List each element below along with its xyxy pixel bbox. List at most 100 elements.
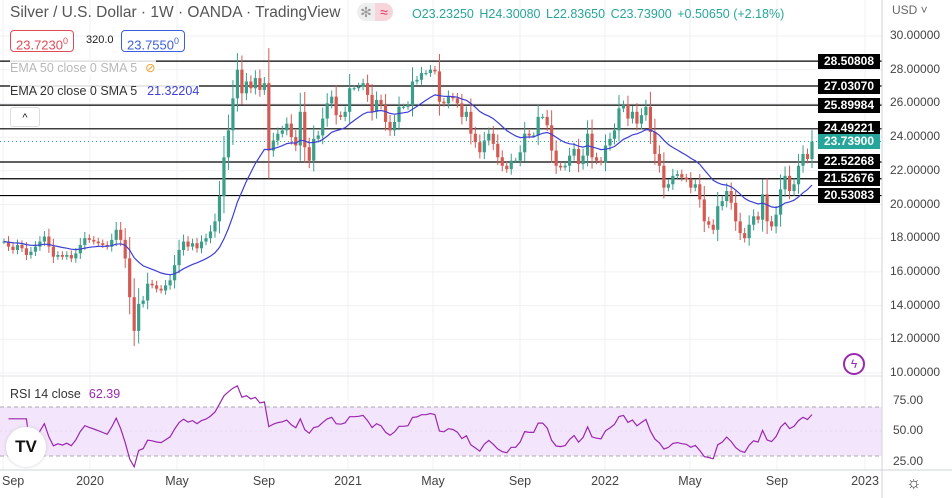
candle-body bbox=[177, 249, 181, 266]
candle-body bbox=[648, 106, 652, 133]
candle-body bbox=[568, 155, 572, 166]
candle-body bbox=[244, 81, 248, 94]
candle-body bbox=[38, 241, 42, 247]
candle-body bbox=[617, 108, 621, 131]
candle-body bbox=[316, 135, 320, 139]
candle-body bbox=[707, 221, 711, 225]
time-tick-label: 2023 bbox=[851, 474, 879, 488]
time-tick-label: 2022 bbox=[591, 474, 619, 488]
candle-body bbox=[271, 140, 275, 151]
candle-body bbox=[491, 133, 495, 144]
change-value: +0.50650 (+2.18%) bbox=[677, 7, 785, 21]
level-price-label[interactable]: 25.89984 bbox=[818, 97, 880, 113]
candle-body bbox=[114, 229, 118, 240]
time-tick-label: 2020 bbox=[76, 474, 104, 488]
candle-body bbox=[599, 160, 603, 163]
candle-body bbox=[684, 177, 688, 180]
candle-body bbox=[303, 111, 307, 148]
ohlc-readout: O23.23250 H24.30080 L22.83650 C23.73900 … bbox=[412, 7, 786, 21]
candle-body bbox=[585, 133, 590, 156]
candle-body bbox=[222, 157, 226, 197]
candle-body bbox=[204, 238, 208, 242]
candle-body bbox=[460, 103, 464, 117]
candle-body bbox=[518, 152, 522, 161]
level-price-label[interactable]: 21.52676 bbox=[818, 171, 880, 187]
candle-body bbox=[392, 121, 397, 131]
price-tick-label: 22.00000 bbox=[890, 162, 941, 177]
candle-body bbox=[428, 69, 433, 74]
time-tick-label: May bbox=[165, 474, 189, 488]
level-price-label[interactable]: 27.03070 bbox=[818, 78, 880, 94]
candle-body bbox=[348, 88, 352, 112]
candles bbox=[2, 48, 814, 347]
candle-body bbox=[653, 132, 657, 154]
sell-price-sup: 0 bbox=[63, 36, 69, 46]
asterisk-icon[interactable]: ✻ bbox=[357, 3, 375, 21]
candle-body bbox=[473, 133, 477, 143]
level-price-label[interactable]: 20.53083 bbox=[818, 188, 880, 204]
candle-body bbox=[514, 160, 518, 162]
candle-body bbox=[810, 141, 814, 160]
rsi-value: 62.39 bbox=[88, 387, 121, 401]
time-tick-label: Sep bbox=[2, 474, 25, 488]
candle-body bbox=[693, 184, 697, 188]
candle-body bbox=[639, 115, 644, 124]
collapse-legend-button[interactable]: ^ bbox=[10, 107, 40, 127]
ema50-label: EMA 50 close 0 SMA 5 bbox=[10, 61, 138, 75]
time-tick-label: Sep bbox=[765, 474, 789, 488]
wave-icon[interactable]: ≈ bbox=[375, 3, 393, 21]
eye-off-icon[interactable]: ⊘ bbox=[145, 61, 156, 75]
settings-gear-icon[interactable]: ☼ bbox=[906, 473, 922, 492]
buy-price-sup: 0 bbox=[174, 36, 180, 46]
candle-body bbox=[20, 244, 24, 249]
current-price-label[interactable]: 23.73900 bbox=[818, 133, 880, 149]
price-tick-label: 10.00000 bbox=[890, 365, 941, 379]
candle-body bbox=[289, 123, 293, 138]
tradingview-logo[interactable]: TV bbox=[6, 427, 46, 467]
candle-body bbox=[276, 133, 280, 141]
candle-body bbox=[671, 175, 675, 185]
legend-rsi[interactable]: RSI 14 close 62.39 bbox=[10, 387, 120, 401]
candle-body bbox=[141, 300, 145, 304]
candle-body bbox=[545, 116, 549, 126]
legend-ema50[interactable]: EMA 50 close 0 SMA 5 ⊘ bbox=[10, 60, 156, 75]
candle-body bbox=[630, 111, 635, 119]
candle-body bbox=[190, 243, 195, 247]
time-tick-label: May bbox=[678, 474, 702, 488]
level-price-label[interactable]: 24.49221 bbox=[818, 121, 880, 137]
level-price-label[interactable]: 22.52268 bbox=[818, 154, 880, 170]
candle-body bbox=[352, 88, 356, 90]
sell-button[interactable]: 23.72300 bbox=[10, 30, 75, 52]
level-price-label[interactable]: 28.50808 bbox=[818, 53, 880, 69]
candle-body bbox=[181, 241, 186, 250]
candle-body bbox=[734, 202, 738, 222]
candle-body bbox=[446, 96, 450, 104]
price-tick-label: 14.00000 bbox=[890, 297, 941, 312]
candle-body bbox=[442, 101, 446, 104]
candle-body bbox=[455, 98, 459, 104]
currency-selector[interactable]: USD ˅ bbox=[892, 3, 928, 17]
candle-body bbox=[11, 246, 15, 250]
buy-button[interactable]: 23.75500 bbox=[121, 30, 186, 52]
legend-ema20[interactable]: EMA 20 close 0 SMA 5 21.32204 bbox=[10, 84, 200, 98]
candle-body bbox=[132, 297, 136, 331]
candle-body bbox=[137, 303, 141, 331]
price-tick-label: 30.00000 bbox=[890, 28, 941, 42]
price-tick-label: 18.00000 bbox=[890, 230, 941, 245]
candle-body bbox=[532, 135, 536, 137]
candle-body bbox=[208, 231, 213, 239]
chart-title: Silver / U.S. Dollar · 1W · OANDA · Trad… bbox=[10, 4, 341, 21]
candle-body bbox=[69, 255, 73, 259]
candle-body bbox=[698, 184, 702, 200]
candle-body bbox=[478, 142, 482, 153]
candle-body bbox=[195, 243, 199, 249]
candle-body bbox=[550, 125, 554, 151]
candle-body bbox=[172, 265, 177, 281]
lightning-icon[interactable]: ϟ bbox=[843, 353, 865, 375]
candle-body bbox=[406, 105, 410, 107]
candle-body bbox=[536, 116, 540, 136]
candle-body bbox=[603, 145, 608, 163]
candle-body bbox=[572, 148, 576, 156]
time-tick-label: May bbox=[421, 474, 445, 488]
candle-body bbox=[590, 133, 594, 158]
